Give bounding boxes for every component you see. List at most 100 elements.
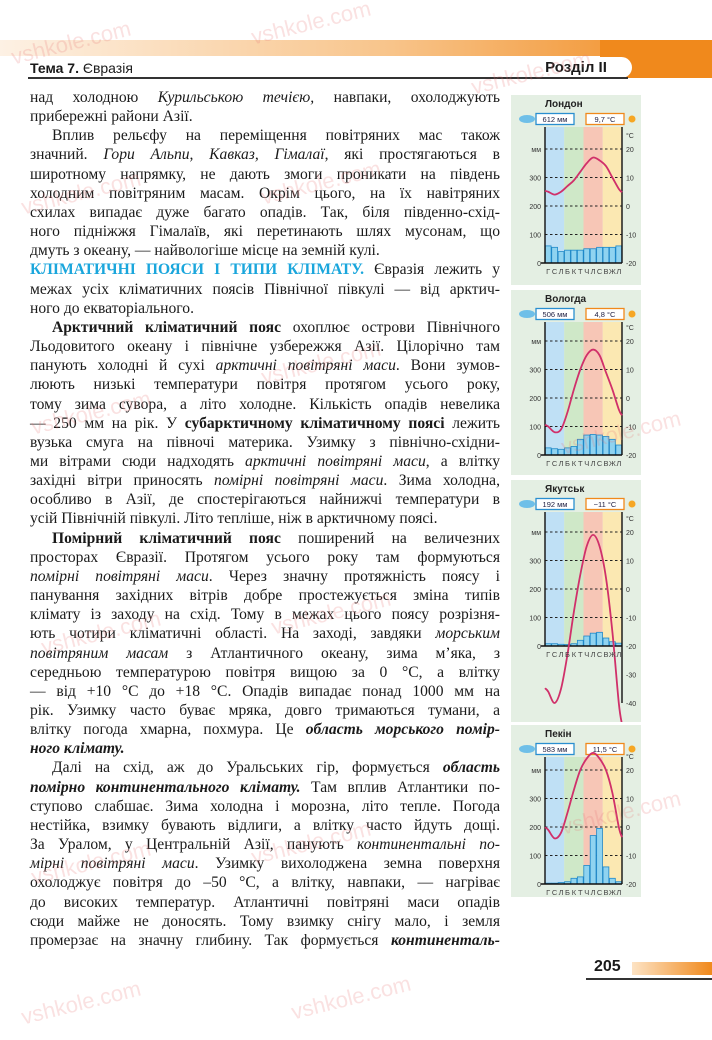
month-label: С <box>597 267 603 276</box>
text-run: ють чотири кліматичні області. На заході… <box>30 625 436 643</box>
text-run: Далі на схід, аж до Уральських гір, форм… <box>52 759 443 777</box>
text-line: середньою температурою повітря вищою за … <box>30 663 500 682</box>
month-label: Л <box>559 650 564 659</box>
season-band <box>583 512 603 646</box>
annual-precip: 192 мм <box>543 500 568 509</box>
season-band <box>545 757 565 884</box>
precip-bar <box>570 446 578 456</box>
month-label: К <box>572 267 577 276</box>
precip-bar <box>557 448 565 456</box>
text-run: нестійка, взимку бувають відлиги, а вліт… <box>30 816 500 834</box>
left-axis-unit: мм <box>531 768 541 775</box>
text-run: середньою температурою повітря вищою за … <box>30 663 500 681</box>
text-run: лежить <box>444 414 501 432</box>
precip-bar <box>589 835 597 885</box>
month-label: В <box>603 267 608 276</box>
precip-bar <box>609 438 616 456</box>
page-number: 205 <box>594 958 621 975</box>
text-run: навпаки, охолоджують <box>314 89 500 106</box>
right-axis-tick: -20 <box>626 453 636 460</box>
text-run: . Вони зумов- <box>395 357 500 375</box>
text-line: За Уралом, у Центральній Азії, панують к… <box>30 835 500 854</box>
left-axis-tick: 300 <box>529 368 541 375</box>
cloud-icon <box>519 115 535 123</box>
annual-temp: 9,7 °C <box>595 115 617 124</box>
right-axis-unit: °C <box>626 753 634 761</box>
precip-bar <box>564 249 571 264</box>
left-axis-tick: 300 <box>529 797 541 804</box>
cloud-icon <box>519 745 535 753</box>
right-axis-tick: -40 <box>626 701 636 708</box>
season-band <box>564 757 584 884</box>
text-run: до високих температур. Атлантичні повітр… <box>30 893 500 911</box>
annual-precip-box <box>535 307 575 321</box>
annual-precip: 506 мм <box>543 310 568 319</box>
precip-bar <box>609 246 616 264</box>
season-band <box>564 127 584 263</box>
precip-bar <box>589 248 597 264</box>
temperature-line <box>544 348 623 434</box>
annual-precip-box <box>535 112 575 126</box>
text-run: За Уралом, у Центральній Азії, панують <box>30 836 357 854</box>
month-label: Г <box>546 888 550 897</box>
month-label: В <box>603 650 608 659</box>
month-label: С <box>552 650 558 659</box>
watermark: vshkole.com <box>18 975 144 1030</box>
month-label: К <box>572 650 577 659</box>
text-line: охолоджує повітря до –50 °С, а влітку, н… <box>30 873 500 892</box>
right-axis-tick: 10 <box>626 797 634 804</box>
text-run: холодним повітряним масам. Окрім цього, … <box>30 184 500 202</box>
annual-precip-box <box>535 497 575 511</box>
text-run: — від +10 °С до +18 °С. Опадів випадає п… <box>30 682 500 700</box>
emphasis-run: морським <box>435 625 500 643</box>
precip-bar <box>570 249 578 264</box>
text-line: широтному напрямку, не дають змоги прони… <box>30 165 500 184</box>
text-line: помірні повітряні маси. Через значну про… <box>30 567 500 586</box>
left-axis-tick: 100 <box>529 616 541 623</box>
text-run: ного підніжжя Гімалаїв, які перетинають … <box>30 223 500 241</box>
emphasis-run: Гори Альпи, Кавказ, Гімалаї <box>103 146 325 164</box>
text-run: вузька смуга на півночі материка. Узимку… <box>30 433 500 451</box>
month-label: Б <box>565 267 570 276</box>
month-label: Г <box>546 650 550 659</box>
text-run: панують холодні й сухі <box>30 357 216 375</box>
emphasis-run: помірні повітряні маси <box>30 567 209 585</box>
right-axis-tick: 0 <box>626 587 630 594</box>
footer-orange-bar <box>632 962 712 975</box>
emphasis-run: арктичні повітряні маси <box>215 357 396 375</box>
precip-bar <box>589 632 597 647</box>
right-axis-tick: 10 <box>626 368 634 375</box>
text-line: усій Північній півкулі. Літо тепліше, ні… <box>30 509 500 528</box>
month-label: С <box>597 888 603 897</box>
precip-bar <box>583 248 591 264</box>
month-label: С <box>552 459 558 468</box>
text-line: влітку погода хмарна, похмура. Це област… <box>30 720 500 739</box>
annual-precip: 583 мм <box>543 745 568 754</box>
annual-temp-box <box>585 112 625 126</box>
text-run: охоплює острови Північного <box>281 318 500 336</box>
month-label: Л <box>591 267 596 276</box>
text-run: межах усіх кліматичних поясів Північної … <box>30 280 500 298</box>
emphasis-run: мірні повітряні маси <box>30 855 195 873</box>
sun-icon <box>628 115 636 123</box>
right-axis-tick: 0 <box>626 204 630 211</box>
topic-number: Тема 7. <box>30 60 79 76</box>
annual-temp: 11,5 °C <box>593 745 618 754</box>
text-line: промерзає на значну глибину. Так формуєт… <box>30 931 500 950</box>
month-label: Г <box>546 267 550 276</box>
right-axis-unit: °C <box>626 132 634 140</box>
left-axis-tick: 0 <box>537 453 541 460</box>
precip-bar <box>570 877 578 885</box>
topic-title: Тема 7. Євразія <box>30 58 133 78</box>
month-label: Ж <box>609 459 616 468</box>
month-label: Т <box>578 459 583 468</box>
left-axis-tick: 100 <box>529 854 541 861</box>
month-label: Л <box>559 267 564 276</box>
text-run: з Атлантичного океану, зима м’яка, з <box>168 644 500 662</box>
chart-title: Якутськ <box>545 484 585 495</box>
text-line: сюди майже не доносять. Тому взимку сніг… <box>30 912 500 931</box>
precip-bar <box>596 828 603 885</box>
precip-bar <box>602 246 610 264</box>
